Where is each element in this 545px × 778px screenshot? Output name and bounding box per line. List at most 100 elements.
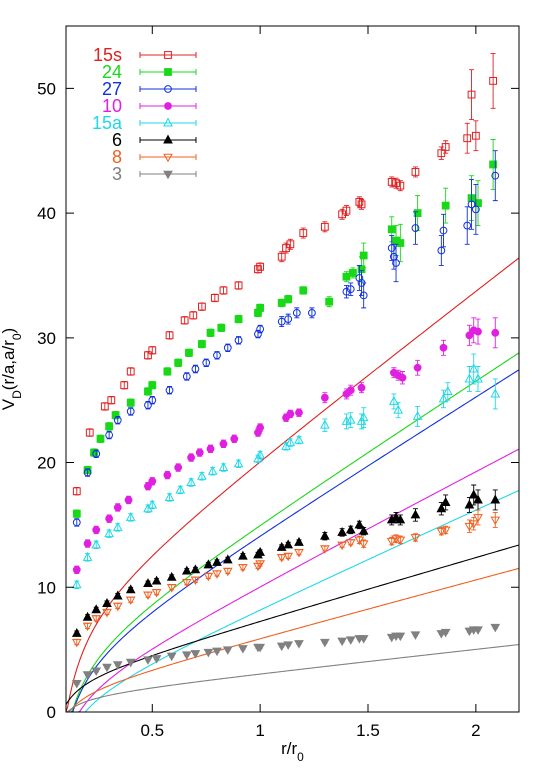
fit-curves xyxy=(66,257,519,712)
legend-label: 8 xyxy=(112,147,122,167)
data-point-15s xyxy=(342,206,351,215)
data-point-6 xyxy=(255,546,265,556)
data-point-6 xyxy=(358,525,369,535)
data-point-8 xyxy=(82,622,93,632)
x-tick-label: 0.5 xyxy=(140,721,164,740)
data-point-6 xyxy=(212,556,222,566)
legend-marker-27 xyxy=(164,85,172,93)
data-point-3 xyxy=(395,632,406,642)
data-point-27 xyxy=(491,171,500,180)
data-point-6 xyxy=(283,539,294,549)
data-point-24 xyxy=(90,448,98,457)
data-point-8 xyxy=(212,570,222,579)
legend-marker-24 xyxy=(164,68,172,76)
legend-marker-3 xyxy=(163,170,173,180)
data-point-15a xyxy=(393,404,404,414)
error-bar xyxy=(441,213,446,248)
fit-curve-3 xyxy=(66,644,519,712)
data-point-27 xyxy=(83,468,92,477)
data-point-15s xyxy=(165,331,174,340)
data-point-8 xyxy=(166,583,177,593)
legend-entry-15s: 15s xyxy=(93,45,197,65)
data-point-15a xyxy=(473,373,483,383)
series-8 xyxy=(71,509,501,648)
data-point-15a xyxy=(464,373,475,383)
data-point-8 xyxy=(222,567,233,577)
data-point-8 xyxy=(358,540,369,549)
fit-curve-10 xyxy=(66,448,519,712)
legend-errorbar-sample xyxy=(139,120,197,126)
error-bar xyxy=(443,140,449,154)
data-point-24 xyxy=(299,286,308,295)
data-point-3 xyxy=(358,635,369,644)
data-point-3 xyxy=(490,623,501,633)
data-point-3 xyxy=(166,652,177,662)
data-point-15a xyxy=(218,462,229,472)
data-point-15s xyxy=(396,181,405,190)
data-point-24 xyxy=(144,387,152,396)
data-point-27 xyxy=(471,205,480,214)
data-point-6 xyxy=(112,590,123,600)
y-tick-label: 0 xyxy=(47,703,56,722)
data-point-27 xyxy=(234,336,243,345)
error-bar xyxy=(445,382,451,401)
data-point-8 xyxy=(464,522,475,532)
x-tick-label: 1 xyxy=(255,721,264,740)
data-point-15a xyxy=(294,434,304,444)
data-point-15s xyxy=(256,262,265,271)
data-point-15a xyxy=(255,449,265,459)
data-point-6 xyxy=(222,554,233,564)
data-point-24 xyxy=(148,381,157,390)
data-point-10 xyxy=(105,514,114,523)
legend-label: 10 xyxy=(102,96,122,116)
data-point-10 xyxy=(148,477,157,486)
data-point-8 xyxy=(255,560,266,569)
data-point-15s xyxy=(234,281,243,290)
data-point-15s xyxy=(441,143,450,151)
data-point-24 xyxy=(277,298,286,307)
fit-curve-15a xyxy=(66,489,519,712)
data-point-3 xyxy=(112,661,123,670)
error-bar xyxy=(471,353,477,385)
data-point-8 xyxy=(410,534,421,543)
data-point-8 xyxy=(468,520,479,529)
data-point-15a xyxy=(104,528,114,538)
data-point-27 xyxy=(355,274,364,282)
error-bar xyxy=(464,122,470,154)
data-point-6 xyxy=(91,604,102,614)
data-point-27 xyxy=(126,407,135,416)
data-point-15s xyxy=(286,240,295,249)
data-point-8 xyxy=(337,541,347,551)
data-point-6 xyxy=(71,627,82,637)
data-point-27 xyxy=(467,200,476,209)
data-point-10 xyxy=(92,525,101,534)
series-15s xyxy=(72,52,498,496)
data-point-24 xyxy=(206,328,215,337)
data-point-3 xyxy=(181,651,192,660)
data-point-15a xyxy=(468,363,479,373)
data-point-8 xyxy=(283,552,294,562)
data-point-6 xyxy=(181,565,192,575)
data-point-8 xyxy=(440,526,451,536)
data-point-10 xyxy=(83,539,92,548)
data-point-15a xyxy=(389,395,399,405)
legend-label: 3 xyxy=(112,164,122,184)
series-3 xyxy=(71,623,501,689)
data-point-27 xyxy=(439,226,448,235)
data-point-3 xyxy=(410,631,421,640)
data-point-15a xyxy=(91,539,102,549)
data-point-8 xyxy=(294,549,304,558)
data-point-15s xyxy=(471,131,480,140)
data-point-3 xyxy=(319,638,330,648)
data-point-27 xyxy=(165,386,174,395)
data-point-6 xyxy=(276,541,287,551)
data-point-3 xyxy=(222,646,233,655)
data-point-6 xyxy=(440,497,451,506)
error-bar xyxy=(469,69,475,120)
data-point-15a xyxy=(71,579,82,589)
x-tick-label: 1.5 xyxy=(356,721,380,740)
data-point-15s xyxy=(126,367,135,376)
data-point-10 xyxy=(124,496,133,504)
data-point-24 xyxy=(349,269,357,277)
